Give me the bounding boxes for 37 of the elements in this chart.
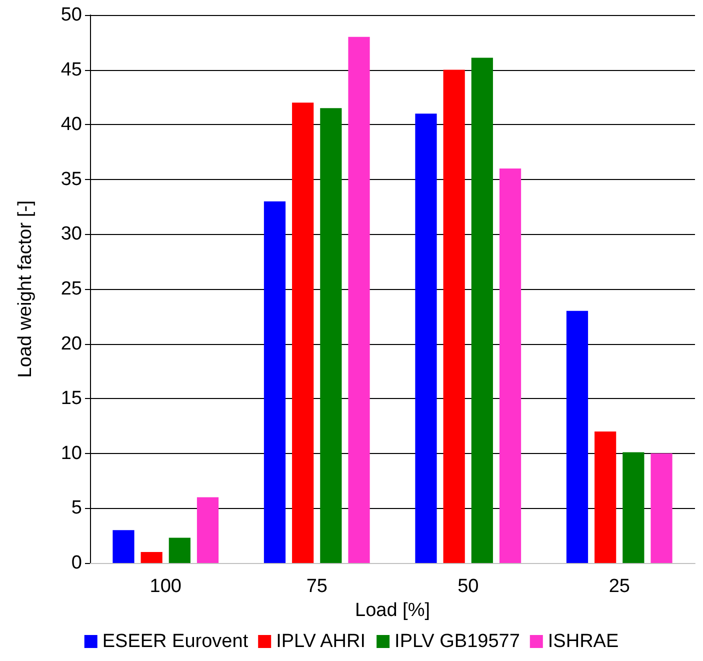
bar [140,552,162,563]
x-tick-label: 50 [458,576,479,597]
y-tick-label: 5 [71,498,82,519]
legend-label: IPLV GB19577 [394,631,520,652]
bar [471,58,493,563]
y-tick-label: 40 [60,114,82,136]
bar [443,70,465,563]
bar [622,452,644,563]
bar [594,431,616,563]
x-tick-label: 100 [150,576,182,597]
bar [320,108,342,563]
y-tick-label: 10 [60,442,82,464]
legend-label: ISHRAE [548,631,619,652]
bar [566,310,588,563]
bar [196,497,219,563]
legend-label: ESEER Eurovent [102,631,249,652]
y-axis-title: Load weight factor [-] [15,200,36,378]
x-tick-label: 25 [608,576,630,597]
y-tick-label: 30 [60,224,82,245]
bar [168,538,190,563]
bar [292,102,314,563]
y-tick-label: 25 [60,278,82,300]
y-tick-label: 15 [60,388,82,410]
bar [112,530,134,563]
bar [650,453,672,563]
bar [348,36,370,563]
y-tick-label: 0 [71,552,82,574]
x-axis-title: Load [%] [355,600,430,621]
bar [264,201,286,563]
bar [415,114,437,563]
y-tick-label: 35 [60,168,82,190]
x-tick-label: 75 [306,576,328,597]
legend-label: IPLV AHRI [276,631,366,652]
y-tick-label: 20 [60,333,82,354]
y-tick-label: 45 [60,59,82,80]
y-tick-label: 50 [60,4,82,26]
bar [499,168,522,563]
